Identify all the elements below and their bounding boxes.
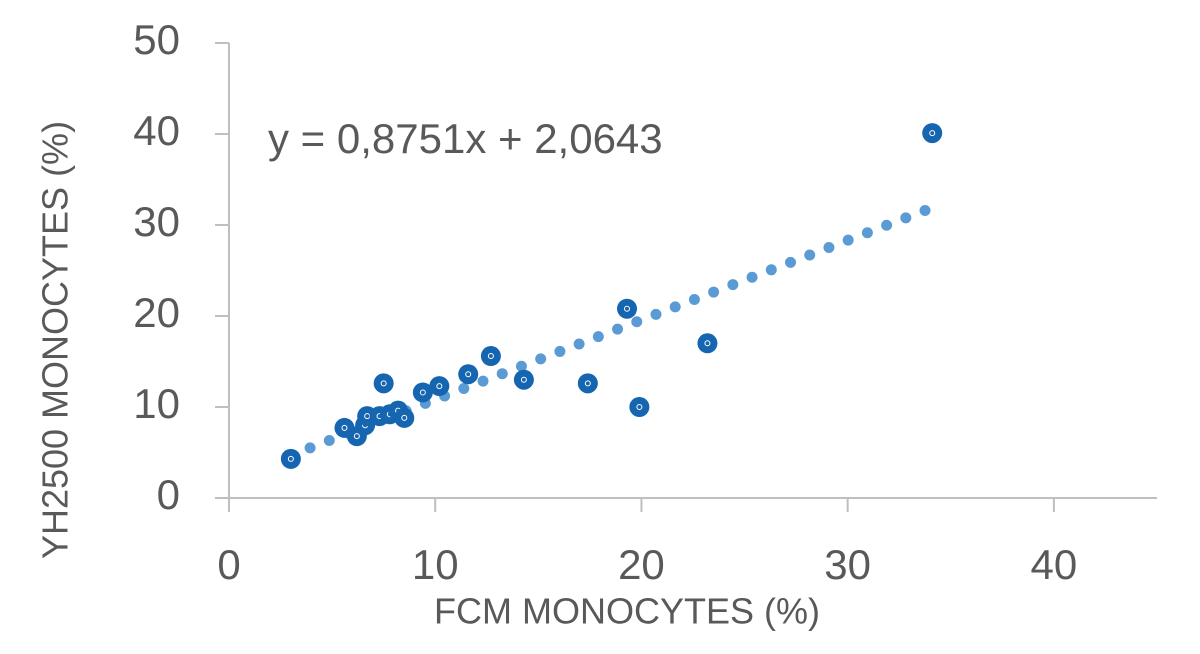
- point: [458, 364, 479, 385]
- point-center: [353, 433, 360, 440]
- point: [629, 397, 650, 417]
- point-center: [465, 371, 472, 378]
- point: [373, 373, 394, 394]
- point-center: [636, 404, 643, 410]
- x-tick-label: 40: [1031, 541, 1078, 588]
- point-center: [624, 305, 631, 312]
- point-center: [929, 130, 936, 137]
- y-tick-label: 40: [133, 107, 180, 154]
- y-tick-label: 50: [133, 16, 180, 63]
- point-center: [287, 455, 294, 462]
- point: [412, 382, 433, 403]
- point: [480, 346, 501, 367]
- y-tick-label: 20: [133, 289, 180, 336]
- point-center: [704, 340, 711, 347]
- x-tick-label: 10: [412, 541, 459, 588]
- point: [577, 373, 598, 394]
- y-tick-label: 10: [133, 380, 180, 427]
- point-center: [520, 376, 527, 383]
- point: [617, 298, 638, 319]
- trendline: [285, 202, 938, 461]
- point-center: [419, 389, 426, 396]
- y-tick-label: 30: [133, 198, 180, 245]
- point-center: [380, 380, 387, 387]
- point-center: [341, 424, 348, 431]
- point: [922, 123, 943, 144]
- point: [280, 448, 301, 469]
- trendline-equation: y = 0,8751x + 2,0643: [268, 115, 663, 162]
- x-tick-label: 30: [824, 541, 871, 588]
- point: [394, 407, 415, 428]
- x-tick-label: 20: [618, 541, 665, 588]
- y-axis-title: YH2500 MONOCYTES (%): [35, 121, 76, 559]
- point: [513, 369, 534, 390]
- x-tick-label: 0: [217, 541, 240, 588]
- point-center: [401, 414, 408, 421]
- point-center: [436, 383, 443, 390]
- point-center: [584, 380, 591, 387]
- x-axis-title: FCM MONOCYTES (%): [434, 591, 820, 632]
- y-tick-label: 0: [157, 471, 180, 518]
- point-center: [487, 353, 494, 360]
- point: [697, 333, 718, 354]
- point: [429, 376, 450, 397]
